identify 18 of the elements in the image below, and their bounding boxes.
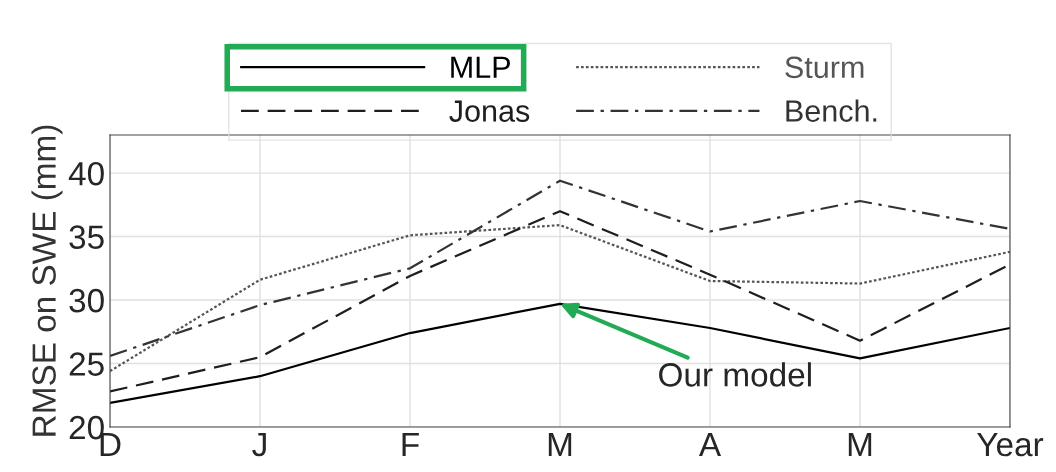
x-tick-label: M (848, 433, 872, 457)
line-series (110, 179, 1010, 358)
text: Jonas (449, 100, 530, 122)
y-tick-label: 30 (69, 288, 104, 313)
x-tick-label: F (402, 433, 419, 457)
text: Bench. (786, 99, 877, 122)
x-tick-label: M (548, 433, 572, 457)
line-series (110, 302, 1010, 404)
y-tick-label: 40 (68, 161, 104, 186)
x-tick-label: J (252, 433, 266, 457)
y-axis-title: RMSE on SWE (mm) (31, 125, 63, 436)
y-tick-label: 35 (69, 225, 104, 249)
y-tick-label: 25 (69, 352, 104, 376)
x-tick-label: Year (977, 433, 1044, 457)
annotation: Our model (659, 362, 811, 387)
text: Sturm (785, 56, 864, 79)
text: MLP (451, 56, 510, 78)
x-tick-label: A (698, 433, 722, 457)
